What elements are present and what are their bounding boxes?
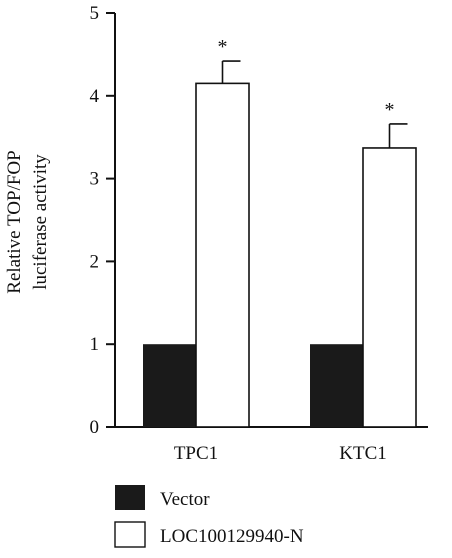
- y-tick-label-5: 5: [90, 3, 100, 24]
- bar-tpc1-1: [195, 82, 250, 428]
- y-tick-label-2: 2: [90, 251, 100, 272]
- legend-label-0: Vector: [160, 489, 210, 510]
- legend: Vector LOC100129940-N: [114, 485, 304, 548]
- y-tick-label-0: 0: [90, 417, 100, 438]
- legend-label-1: LOC100129940-N: [160, 526, 304, 547]
- bar-ktc1-1: [362, 147, 417, 428]
- bars: **: [143, 36, 417, 428]
- legend-swatch-0: [115, 485, 145, 510]
- legend-swatch-1: [114, 521, 146, 548]
- bar-tpc1-0: [143, 344, 196, 427]
- y-tick-label-4: 4: [90, 86, 100, 107]
- y-tick-label-1: 1: [90, 334, 100, 355]
- significance-marker-ktc1: *: [385, 99, 395, 121]
- bar-ktc1-0: [310, 344, 363, 427]
- y-axis-title: Relative TOP/FOP luciferase activity: [4, 150, 51, 293]
- x-tick-label-ktc1: KTC1: [339, 443, 387, 464]
- y-tick-label-3: 3: [90, 169, 100, 190]
- y-axis-title-line-2: luciferase activity: [30, 154, 51, 290]
- x-tick-label-tpc1: TPC1: [174, 443, 218, 464]
- y-axis-title-line-1: Relative TOP/FOP: [4, 150, 25, 293]
- significance-marker-tpc1: *: [218, 36, 228, 58]
